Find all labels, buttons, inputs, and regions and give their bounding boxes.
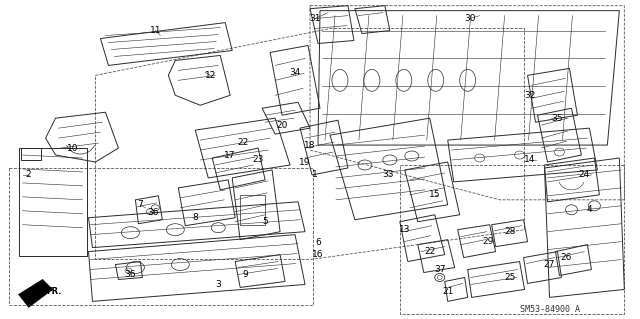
Bar (9, 168, 313, 305)
Text: 24: 24 (579, 170, 590, 179)
Text: 28: 28 (504, 227, 515, 236)
Text: 22: 22 (237, 137, 249, 146)
Bar (20, 148, 40, 160)
Text: 32: 32 (524, 91, 535, 100)
Text: 9: 9 (243, 270, 248, 279)
Text: 1: 1 (312, 170, 318, 179)
Text: 37: 37 (434, 265, 445, 274)
Text: 35: 35 (552, 114, 563, 123)
Text: 36: 36 (148, 208, 159, 217)
Text: 6: 6 (315, 238, 321, 247)
Text: 22: 22 (424, 247, 435, 256)
Text: 8: 8 (193, 213, 198, 222)
Text: 21: 21 (442, 287, 453, 296)
Text: 29: 29 (482, 237, 493, 246)
Text: 11: 11 (150, 26, 161, 35)
Text: 31: 31 (309, 14, 321, 23)
Text: 17: 17 (225, 151, 236, 160)
Text: 25: 25 (504, 273, 515, 282)
Bar (19, 148, 86, 256)
Text: 10: 10 (67, 144, 78, 152)
Text: 3: 3 (215, 280, 221, 289)
Text: 34: 34 (289, 68, 301, 77)
Text: 13: 13 (399, 225, 411, 234)
Text: 7: 7 (138, 200, 143, 209)
Text: 26: 26 (561, 253, 572, 262)
Text: 36: 36 (125, 270, 136, 279)
Text: 30: 30 (464, 14, 476, 23)
Text: 18: 18 (304, 141, 316, 150)
Bar (240, 195, 265, 225)
Text: 33: 33 (382, 170, 394, 179)
Text: FR.: FR. (47, 287, 62, 296)
Text: 12: 12 (205, 71, 216, 80)
Text: 14: 14 (524, 155, 535, 165)
Text: 2: 2 (26, 170, 31, 179)
Text: 20: 20 (276, 121, 288, 130)
Text: 4: 4 (587, 205, 592, 214)
Text: 23: 23 (252, 155, 264, 165)
Text: 19: 19 (300, 159, 311, 167)
Polygon shape (19, 279, 52, 307)
Text: 27: 27 (544, 260, 555, 269)
Text: 16: 16 (312, 250, 324, 259)
Text: 5: 5 (262, 217, 268, 226)
Text: 15: 15 (429, 190, 440, 199)
Text: SM53-84900 A: SM53-84900 A (520, 305, 579, 314)
